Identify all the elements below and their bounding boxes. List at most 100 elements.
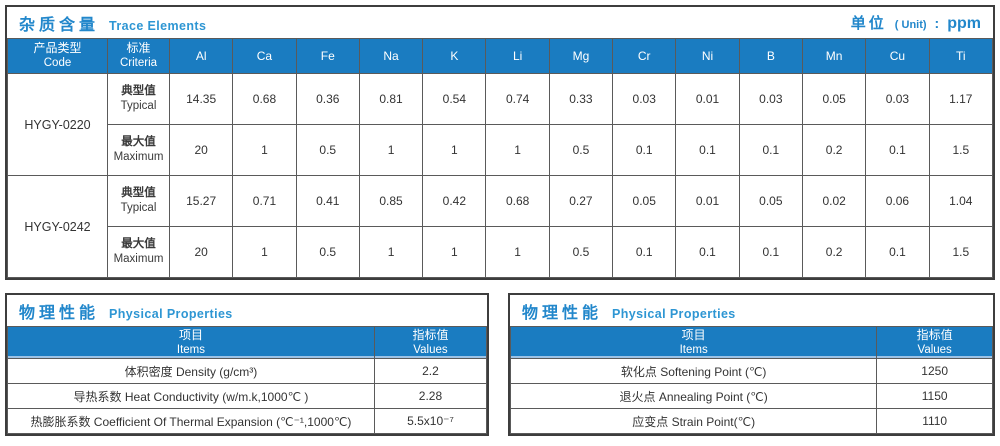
- col-header-items-en: Items: [679, 343, 708, 356]
- value-cell: 0.33: [548, 73, 614, 125]
- value-cell: 0.36: [295, 73, 360, 125]
- trace-section-title: 杂质含量 Trace Elements: [19, 11, 206, 35]
- unit-value: ppm: [947, 15, 981, 32]
- section-title-zh: 物理性能: [19, 304, 100, 322]
- criteria-cell: 典型值 Typical: [107, 175, 170, 227]
- property-value-cell: 2.2: [373, 358, 488, 384]
- value-cell: 1: [232, 124, 297, 176]
- element-header-cell: Mn: [801, 38, 867, 74]
- value-cell: 0.5: [548, 226, 614, 278]
- trace-elements-titlebar: 杂质含量 Trace Elements 单位 ( Unit) : ppm: [7, 7, 993, 38]
- value-cell: 0.03: [865, 73, 930, 125]
- value-cell: 20: [168, 124, 234, 176]
- value-cell: 0.1: [738, 124, 803, 176]
- col-header-items: 项目 Items: [509, 326, 878, 359]
- value-cell: 0.05: [801, 73, 867, 125]
- value-cell: 0.06: [865, 175, 930, 227]
- element-header-cell: Ni: [675, 38, 740, 74]
- value-cell: 0.03: [738, 73, 803, 125]
- criteria-zh: 典型值: [121, 187, 156, 199]
- value-cell: 0.1: [865, 226, 930, 278]
- value-cell: 0.1: [738, 226, 803, 278]
- value-cell: 1: [422, 226, 487, 278]
- trace-elements-section: 杂质含量 Trace Elements 单位 ( Unit) : ppm 产品类…: [5, 5, 995, 280]
- element-header-cell: Al: [168, 38, 234, 74]
- value-cell: 0.81: [358, 73, 424, 125]
- value-cell: 0.02: [801, 175, 867, 227]
- value-cell: 0.5: [295, 226, 360, 278]
- value-cell: 0.41: [295, 175, 360, 227]
- element-header-cell: Cr: [612, 38, 677, 74]
- property-item-cell: 退火点 Annealing Point (℃): [509, 383, 878, 409]
- value-cell: 0.2: [801, 124, 867, 176]
- value-cell: 0.85: [358, 175, 424, 227]
- value-cell: 1: [232, 226, 297, 278]
- section-title-en: Physical Properties: [612, 306, 736, 321]
- element-header-cell: Ca: [232, 38, 297, 74]
- property-value-cell: 1110: [876, 408, 993, 434]
- col-header-values-zh: 指标值: [412, 327, 449, 342]
- physical-right-header-row: 项目 Items 指标值 Values: [509, 326, 993, 359]
- physical-properties-left-section: 物理性能 Physical Properties 项目 Items 指标值 Va…: [5, 293, 489, 436]
- value-cell: 0.74: [485, 73, 550, 125]
- element-header-cell: B: [738, 38, 803, 74]
- physical-left-title: 物理性能 Physical Properties: [19, 299, 233, 323]
- value-cell: 0.68: [485, 175, 550, 227]
- unit-colon: :: [934, 15, 940, 31]
- col-header-items-en: Items: [176, 343, 206, 356]
- value-cell: 0.1: [675, 124, 740, 176]
- physical-right-titlebar: 物理性能 Physical Properties: [510, 295, 993, 326]
- col-header-code: 产品类型 Code: [7, 38, 108, 74]
- table-row: 软化点 Softening Point (℃) 1250: [509, 358, 993, 384]
- col-header-values: 指标值 Values: [373, 326, 488, 359]
- property-item-cell: 体积密度 Density (g/cm³): [7, 358, 375, 384]
- value-cell: 0.1: [612, 226, 677, 278]
- col-header-values-en: Values: [413, 343, 448, 356]
- value-cell: 1.5: [928, 226, 994, 278]
- criteria-en: Typical: [120, 202, 157, 214]
- col-header-criteria-zh: 标准: [126, 41, 151, 55]
- element-header-cell: Mg: [548, 38, 614, 74]
- criteria-en: Typical: [120, 100, 157, 112]
- criteria-zh: 最大值: [121, 238, 156, 250]
- table-row: 热膨胀系数 Coefficient Of Thermal Expansion (…: [7, 408, 488, 434]
- physical-left-header-row: 项目 Items 指标值 Values: [7, 326, 488, 359]
- value-cell: 0.27: [548, 175, 614, 227]
- col-header-values-en: Values: [917, 343, 952, 356]
- value-cell: 1: [485, 226, 550, 278]
- criteria-cell: 最大值 Maximum: [107, 124, 170, 176]
- criteria-en: Maximum: [113, 151, 164, 163]
- value-cell: 0.5: [295, 124, 360, 176]
- table-row: 最大值 Maximum 20 1 0.5 1 1 1 0.5 0.1 0.1 0…: [8, 124, 994, 176]
- trace-table-header-row: 产品类型 Code 标准 Criteria Al Ca Fe Na K Li M…: [7, 38, 994, 74]
- product-code-cell: HYGY-0242: [7, 175, 108, 278]
- col-header-values: 指标值 Values: [876, 326, 993, 359]
- col-header-items-zh: 项目: [178, 327, 203, 342]
- col-header-code-zh: 产品类型: [33, 41, 82, 55]
- criteria-zh: 最大值: [121, 136, 156, 148]
- product-code-cell: HYGY-0220: [7, 73, 108, 176]
- criteria-cell: 典型值 Typical: [107, 73, 170, 125]
- value-cell: 1.5: [928, 124, 994, 176]
- property-value-cell: 1150: [876, 383, 993, 409]
- criteria-en: Maximum: [113, 253, 164, 265]
- element-header-cell: Li: [485, 38, 550, 74]
- col-header-criteria-en: Criteria: [119, 57, 158, 69]
- value-cell: 0.2: [801, 226, 867, 278]
- value-cell: 0.1: [675, 226, 740, 278]
- value-cell: 1: [358, 124, 424, 176]
- value-cell: 0.01: [675, 175, 740, 227]
- value-cell: 1: [358, 226, 424, 278]
- value-cell: 0.54: [422, 73, 487, 125]
- value-cell: 0.42: [422, 175, 487, 227]
- unit-label-en: ( Unit): [894, 19, 927, 31]
- section-title-en: Trace Elements: [109, 18, 207, 33]
- table-row: 体积密度 Density (g/cm³) 2.2: [7, 358, 488, 384]
- col-header-criteria: 标准 Criteria: [107, 38, 170, 74]
- property-value-cell: 2.28: [373, 383, 488, 409]
- value-cell: 15.27: [168, 175, 234, 227]
- value-cell: 1.04: [928, 175, 994, 227]
- criteria-zh: 典型值: [121, 85, 156, 97]
- table-row: 退火点 Annealing Point (℃) 1150: [509, 383, 993, 409]
